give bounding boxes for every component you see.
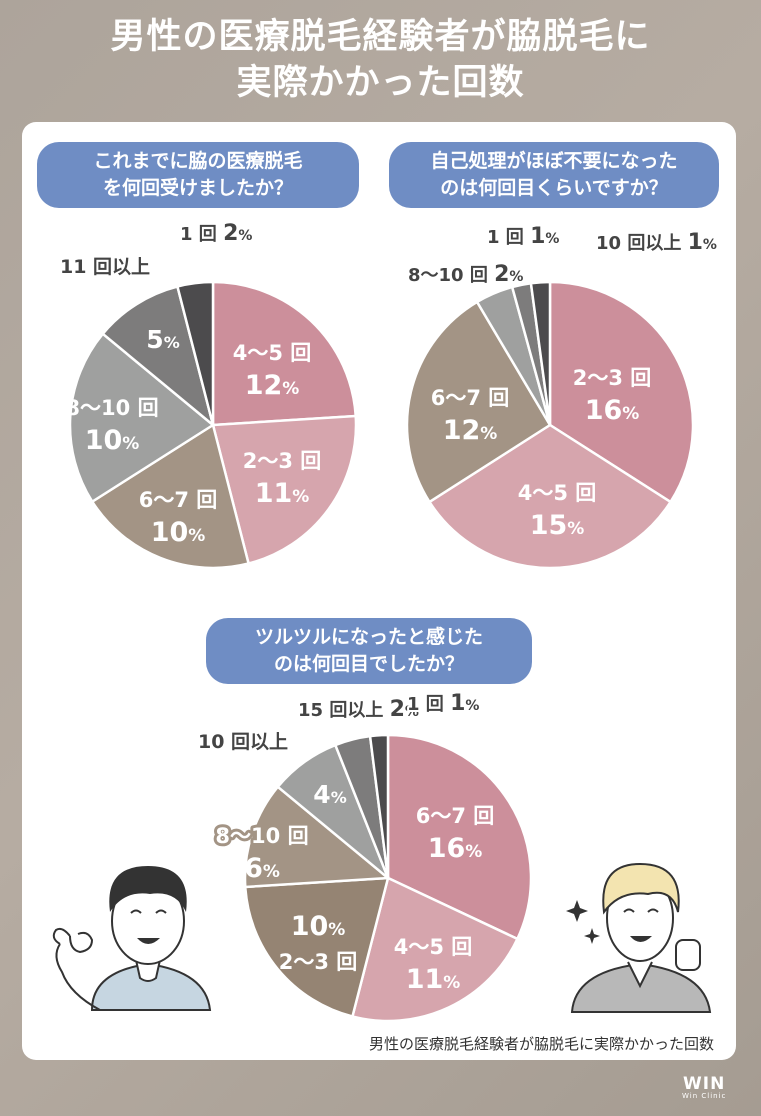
pie3-slice-7 [368,733,390,879]
pie2-slice-1-label: 2〜3 回 [573,366,652,390]
pie-chart-1: 4〜5 回12%2〜3 回11%6〜7 回10%8〜10 回10%11 回以上5… [58,219,358,570]
sparkle-icon [566,900,588,922]
logo-text: WIN [683,1074,726,1094]
chart2-question-line1: 自己処理がほぼ不要になった [430,150,678,172]
man-ok-illustration [52,866,212,1011]
chart-caption: 男性の医療脱毛経験者が脇脱毛に実際かかった回数 [368,1035,714,1053]
pie2-slice-6 [529,280,552,426]
pie3-slice-5-value: 4% [313,780,346,809]
pie2-slice-3-label: 6〜7 回 [431,386,510,410]
win-clinic-logo: WIN Win Clinic [682,1074,726,1100]
pie3-slice-6-value: 2 [390,697,405,722]
pie1-slice-5-label: 11 回以上 [60,256,150,278]
pie1-slice-1-label: 4〜5 回 [233,341,312,365]
man2-eyes [623,908,659,913]
chart1-question: これまでに脇の医療脱毛 を何回受けましたか？ [37,142,359,208]
pie-chart-3: 6〜7 回16%4〜5 回11%2〜3 回10%8〜10 回6%10 回以上4%… [196,689,533,1023]
pie2-slice-4-value: 2 [494,262,509,287]
pie2-slice-6-label: 10 回以上 1% [596,230,717,255]
pie2-slice-4-label: 8〜10 回 2% [408,262,523,287]
man1-mouth [137,938,160,944]
chart3-question-line1: ツルツルになったと感じた [254,626,483,648]
pie1-slice-2-label: 2〜3 回 [243,449,322,473]
chart1-question-line2: を何回受けましたか？ [102,177,293,199]
pie-chart-2: 2〜3 回16%4〜5 回15%6〜7 回12%8〜10 回 2%1 回 1% 1… [405,222,719,570]
pie3-slice-3 [243,876,390,1019]
pie3-slice-5-label: 10 回以上 [198,731,288,753]
pie1-slice-2 [211,414,358,566]
chart2-question: 自己処理がほぼ不要になった のは何回目くらいですか？ [389,142,719,208]
man-fist-illustration [566,862,712,1013]
chart3-question-line2: のは何回目でしたか？ [273,653,464,675]
pie1-slice-6-label: 1 回 2% [180,221,252,246]
pie2-slice-2-label: 4〜5 回 [518,481,597,505]
chart1-question-line1: これまでに脇の医療脱毛 [93,150,303,172]
man2-fist [675,939,701,971]
man2-mouth [630,936,652,942]
pie2-slice-1-value: 16% [585,395,640,426]
man2-collar [627,961,653,989]
pie1-slice-3 [90,423,251,570]
pie1-slice-6 [175,280,215,426]
man1-neck [134,959,162,982]
pie1-slice-3-label: 6〜7 回 [139,488,218,512]
man1-hair [109,866,187,912]
pie3-slice-2 [350,876,520,1023]
page-title-line1: 男性の医療脱毛経験者が脇脱毛に [110,17,651,57]
man2-hair [602,862,680,915]
chart3-question: ツルツルになったと感じた のは何回目でしたか？ [206,618,532,684]
man1-hand [52,927,101,1011]
pie1-slice-6-value: 2 [223,221,238,246]
pie2-slice-5-value: 1 [530,224,545,249]
logo-subtext: Win Clinic [682,1092,727,1100]
pie3-slice-4-label: 8〜10 回 [215,824,308,848]
pie3-slice-7-label: 1 回 1% [407,691,479,716]
pie2-slice-6-value: 1 [688,230,703,255]
pie2-slice-5-label: 1 回 1% [487,224,559,249]
pie3-slice-1-label: 6〜7 回 [416,804,495,828]
pie3-slice-7-value: 1 [450,691,465,716]
pie3-slice-3-label: 2〜3 回 [279,950,358,974]
pie3-slice-2-label: 4〜5 回 [394,935,473,959]
pie3-slice-6-label: 15 回以上 2% [298,697,419,722]
pie1-slice-1-value: 12% [245,370,300,401]
pie3-slice-1 [386,733,533,941]
page-title: 男性の医療脱毛経験者が脇脱毛に 実際かかった回数 [0,14,761,106]
pie1-slice-4 [68,332,216,504]
chart2-question-line2: のは何回目くらいですか？ [440,177,668,199]
pie3-slice-4 [243,785,392,889]
pie2-slice-3 [405,300,552,504]
pie1-slice-1 [211,280,358,427]
pie2-slice-2 [427,423,673,570]
pie1-slice-4-label: 8〜10 回 [65,396,158,420]
pie-layer: 4〜5 回12%2〜3 回11%6〜7 回10%8〜10 回10%11 回以上5… [58,219,719,1023]
page-title-line2: 実際かかった回数 [236,63,525,103]
sparkle-small-icon [584,928,600,944]
man1-eyes [130,909,167,914]
